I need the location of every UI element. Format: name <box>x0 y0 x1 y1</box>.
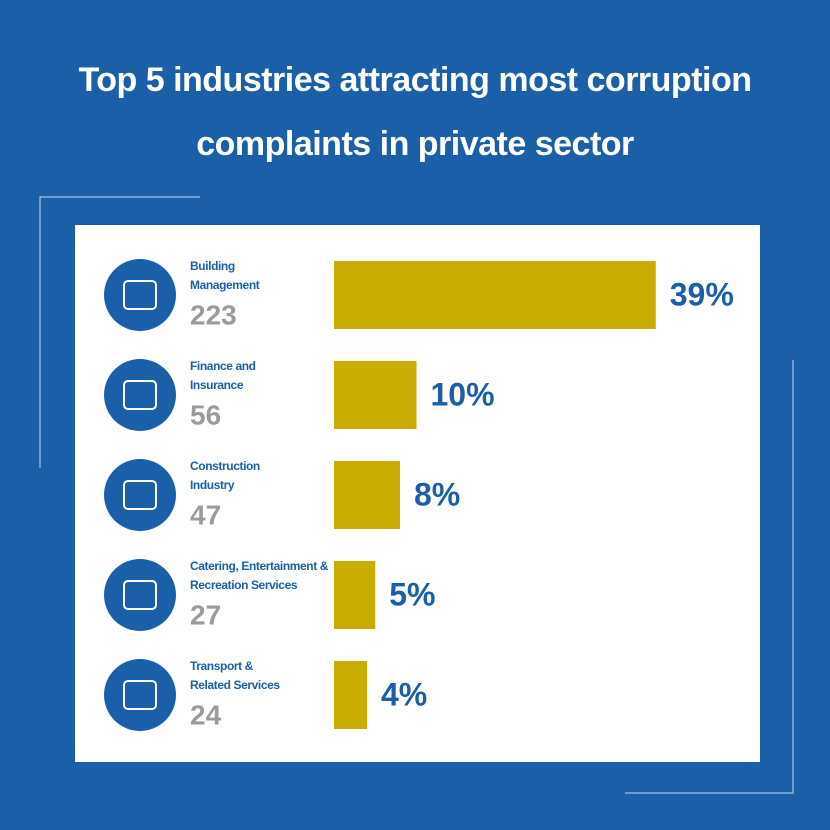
category-label: Transport & <box>190 659 254 673</box>
category-label: Finance and <box>190 359 256 373</box>
count-label: 223 <box>190 299 237 330</box>
category-label: Management <box>190 278 260 292</box>
icon-circle <box>104 659 176 731</box>
icon-circle <box>104 359 176 431</box>
bar <box>334 261 656 329</box>
icon-circle <box>104 259 176 331</box>
count-label: 27 <box>190 599 221 630</box>
value-label: 4% <box>381 676 427 712</box>
category-label: Catering, Entertainment & <box>190 559 329 573</box>
category-label: Industry <box>190 478 235 492</box>
icon-glyph <box>123 680 157 710</box>
value-label: 10% <box>431 376 495 412</box>
decor-line <box>39 196 200 468</box>
value-label: 5% <box>389 576 435 612</box>
icon-glyph <box>123 380 157 410</box>
category-label: Recreation Services <box>190 578 298 592</box>
bar <box>334 561 376 629</box>
bar <box>334 461 400 529</box>
bar <box>334 361 417 429</box>
bar <box>334 661 367 729</box>
icon-glyph <box>123 580 157 610</box>
category-label: Related Services <box>190 678 280 692</box>
count-label: 47 <box>190 499 221 530</box>
count-label: 24 <box>190 699 222 730</box>
decor-line <box>625 360 794 794</box>
icon-circle <box>104 559 176 631</box>
value-label: 8% <box>414 476 460 512</box>
category-label: Building <box>190 259 235 273</box>
chart-title: Top 5 industries attracting most corrupt… <box>78 61 752 163</box>
value-label: 39% <box>670 276 734 312</box>
category-label: Construction <box>190 459 260 473</box>
icon-glyph <box>123 280 157 310</box>
icon-glyph <box>123 480 157 510</box>
count-label: 56 <box>190 399 221 430</box>
category-label: Insurance <box>190 378 244 392</box>
icon-circle <box>104 459 176 531</box>
